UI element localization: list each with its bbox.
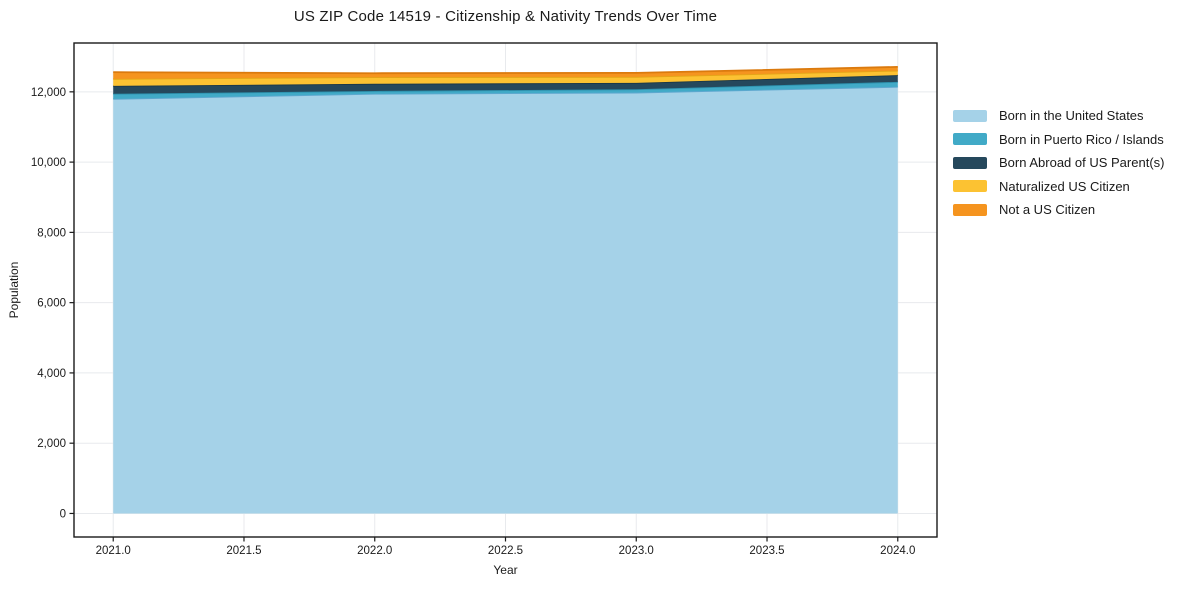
chart-title: US ZIP Code 14519 - Citizenship & Nativi… — [293, 8, 718, 25]
legend-label: Born Abroad of US Parent(s) — [999, 155, 1165, 171]
legend-item: Not a US Citizen — [953, 198, 1164, 222]
y-tick-label: 4,000 — [37, 368, 66, 380]
legend-swatch-not-citizen — [953, 203, 987, 216]
area-series-3 — [113, 70, 898, 86]
y-tick-label: 12,000 — [31, 87, 66, 99]
legend-item: Born in Puerto Rico / Islands — [953, 128, 1164, 152]
legend-swatch-naturalized — [953, 180, 987, 193]
legend-item: Naturalized US Citizen — [953, 175, 1164, 199]
x-tick-label: 2022.0 — [357, 545, 392, 557]
x-tick-label: 2021.5 — [226, 545, 261, 557]
legend-label: Not a US Citizen — [999, 202, 1096, 218]
x-tick-label: 2023.5 — [749, 545, 784, 557]
x-tick-label: 2022.5 — [488, 545, 523, 557]
y-tick-label: 10,000 — [31, 157, 66, 169]
area-series-edge-4 — [113, 65, 898, 75]
area-series-0 — [113, 86, 898, 514]
area-series-edge-1 — [113, 80, 898, 95]
y-tick-label: 6,000 — [37, 298, 66, 310]
x-tick-label: 2021.0 — [96, 545, 131, 557]
legend-swatch-born-abroad — [953, 156, 987, 169]
legend-item: Born in the United States — [953, 104, 1164, 128]
x-tick-label: 2023.0 — [619, 545, 654, 557]
x-tick-label: 2024.0 — [880, 545, 915, 557]
y-axis-label: Population — [7, 261, 21, 319]
legend-label: Born in Puerto Rico / Islands — [999, 131, 1164, 147]
y-tick-label: 8,000 — [37, 227, 66, 239]
legend-swatch-born-puerto-rico — [953, 133, 987, 146]
legend-label: Naturalized US Citizen — [999, 178, 1130, 194]
legend-swatch-born-in-us — [953, 109, 987, 122]
y-tick-label: 0 — [60, 508, 66, 520]
legend-label: Born in the United States — [999, 108, 1144, 124]
x-axis-label: Year — [493, 563, 518, 577]
area-series-4 — [113, 66, 898, 79]
y-tick-label: 2,000 — [37, 438, 66, 450]
legend: Born in the United States Born in Puerto… — [953, 104, 1164, 222]
legend-item: Born Abroad of US Parent(s) — [953, 151, 1164, 175]
area-series-2 — [113, 75, 898, 94]
